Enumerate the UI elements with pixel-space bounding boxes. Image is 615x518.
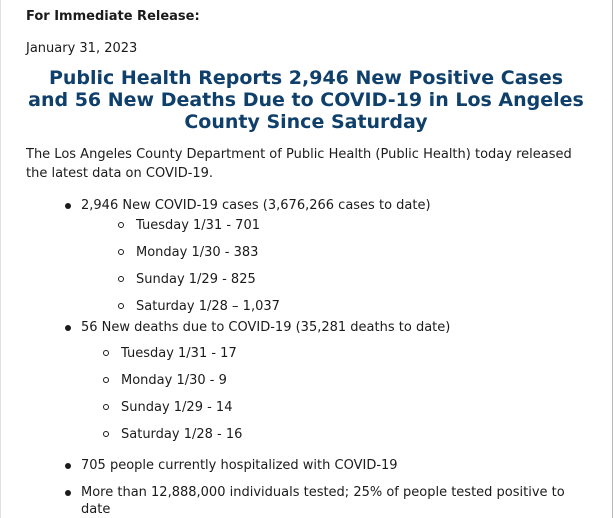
deaths-summary: 56 New deaths due to COVID-19 (35,281 de… bbox=[81, 320, 451, 335]
stats-list: 2,946 New COVID-19 cases (3,676,266 case… bbox=[26, 197, 586, 518]
deaths-item: 56 New deaths due to COVID-19 (35,281 de… bbox=[26, 319, 586, 443]
deaths-breakdown: Tuesday 1/31 - 17 Monday 1/30 - 9 Sunday… bbox=[81, 345, 586, 443]
deaths-day-item: Monday 1/30 - 9 bbox=[81, 372, 586, 389]
release-label: For Immediate Release: bbox=[26, 9, 200, 24]
cases-summary: 2,946 New COVID-19 cases (3,676,266 case… bbox=[81, 198, 431, 213]
deaths-day-item: Sunday 1/29 - 14 bbox=[81, 399, 586, 416]
intro-paragraph: The Los Angeles County Department of Pub… bbox=[26, 147, 572, 181]
cases-item: 2,946 New COVID-19 cases (3,676,266 case… bbox=[26, 197, 586, 315]
release-date: January 31, 2023 bbox=[26, 41, 138, 56]
deaths-day-item: Saturday 1/28 - 16 bbox=[81, 426, 586, 443]
cases-day-item: Monday 1/30 - 383 bbox=[81, 244, 586, 261]
deaths-day-item: Tuesday 1/31 - 17 bbox=[81, 345, 586, 362]
hospitalized-item: 705 people currently hospitalized with C… bbox=[26, 457, 586, 474]
cases-day-item: Tuesday 1/31 - 701 bbox=[81, 217, 586, 234]
cases-day-item: Saturday 1/28 – 1,037 bbox=[81, 298, 586, 315]
cases-day-item: Sunday 1/29 - 825 bbox=[81, 271, 586, 288]
hospitalized-text: 705 people currently hospitalized with C… bbox=[81, 458, 398, 473]
tested-text: More than 12,888,000 individuals tested;… bbox=[81, 485, 565, 517]
headline: Public Health Reports 2,946 New Positive… bbox=[28, 67, 584, 133]
press-release: For Immediate Release: January 31, 2023 … bbox=[26, 9, 586, 517]
cases-breakdown: Tuesday 1/31 - 701 Monday 1/30 - 383 Sun… bbox=[81, 217, 586, 315]
tested-item: More than 12,888,000 individuals tested;… bbox=[26, 484, 586, 518]
